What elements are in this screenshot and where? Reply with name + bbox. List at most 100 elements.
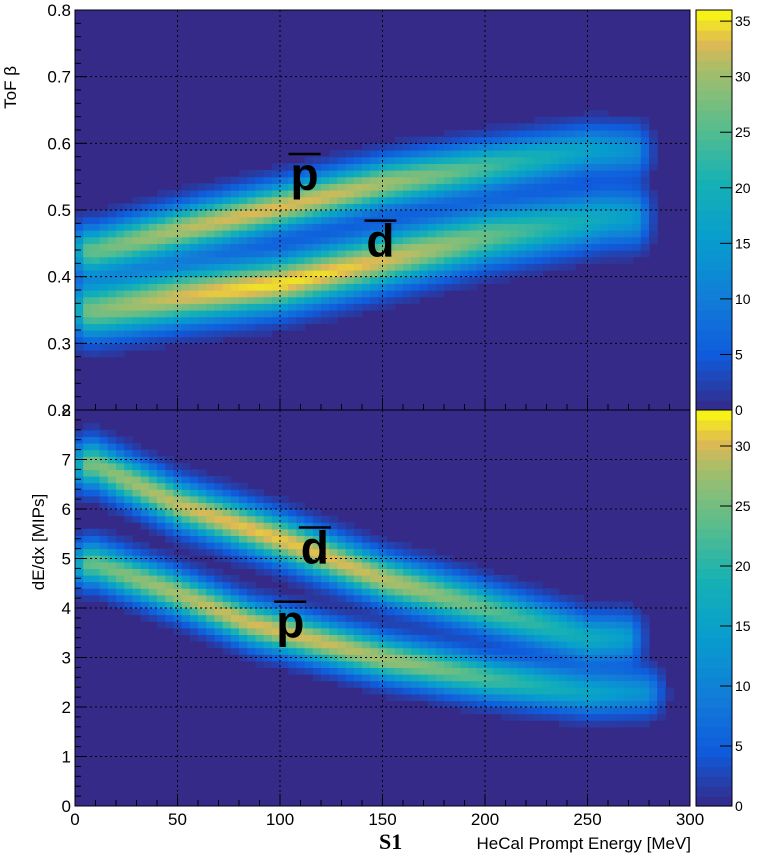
heatmap-cell	[329, 250, 338, 258]
heatmap-cell	[165, 588, 174, 596]
heatmap-cell	[370, 601, 379, 609]
heatmap-cell	[575, 707, 584, 715]
heatmap-cell	[550, 210, 560, 218]
heatmap-cell	[263, 594, 273, 602]
heatmap-cell	[460, 283, 470, 291]
heatmap-cell	[386, 210, 396, 218]
heatmap-cell	[116, 535, 125, 543]
heatmap-cell	[501, 707, 511, 715]
heatmap-cell	[444, 581, 453, 589]
heatmap-cell	[452, 693, 461, 701]
heatmap-cell	[140, 216, 150, 224]
heatmap-cell	[280, 548, 289, 556]
heatmap-cell	[394, 614, 404, 622]
heatmap-cell	[649, 196, 658, 204]
heatmap-cell	[345, 210, 355, 218]
heatmap-cell	[517, 693, 527, 701]
heatmap-cell	[624, 203, 634, 211]
heatmap-cell	[329, 660, 338, 668]
colorbar-segment	[696, 310, 732, 321]
heatmap-cell	[312, 256, 322, 264]
heatmap-cell	[222, 183, 232, 191]
heatmap-cell	[75, 296, 84, 304]
heatmap-cell	[542, 680, 552, 688]
heatmap-cell	[370, 614, 379, 622]
heatmap-cell	[206, 627, 215, 635]
heatmap-cell	[435, 270, 445, 278]
heatmap-cell	[501, 176, 511, 184]
heatmap-cell	[575, 163, 584, 171]
heatmap-cell	[312, 223, 322, 231]
heatmap-cell	[148, 276, 158, 284]
heatmap-cell	[452, 263, 461, 271]
heatmap-cell	[501, 601, 511, 609]
heatmap-cell	[608, 190, 617, 198]
heatmap-cell	[288, 210, 297, 218]
x-tick-label: 300	[676, 810, 704, 829]
heatmap-cell	[230, 542, 240, 550]
heatmap-cell	[362, 588, 371, 596]
heatmap-cell	[91, 429, 101, 437]
heatmap-cell	[542, 713, 552, 721]
heatmap-cell	[419, 608, 429, 616]
heatmap-cell	[288, 276, 297, 284]
heatmap-cell	[575, 170, 584, 178]
heatmap-cell	[567, 183, 576, 191]
heatmap-cell	[263, 509, 273, 517]
heatmap-cell	[83, 561, 92, 569]
heatmap-cell	[337, 183, 347, 191]
colorbar-segment	[696, 410, 732, 421]
heatmap-cell	[198, 270, 207, 278]
heatmap-cell	[476, 156, 486, 164]
heatmap-cell	[509, 143, 519, 151]
heatmap-cell	[181, 462, 191, 470]
heatmap-cell	[485, 627, 494, 635]
heatmap-cell	[435, 627, 445, 635]
heatmap-cell	[271, 210, 281, 218]
heatmap-cell	[526, 156, 535, 164]
heatmap-cell	[230, 608, 240, 616]
heatmap-cell	[329, 316, 338, 324]
heatmap-cell	[583, 641, 593, 649]
heatmap-cell	[181, 310, 191, 318]
heatmap-cell	[517, 256, 527, 264]
heatmap-cell	[616, 608, 625, 616]
heatmap-cell	[116, 236, 125, 244]
heatmap-cell	[632, 156, 642, 164]
heatmap-cell	[116, 350, 125, 358]
heatmap-cell	[304, 634, 314, 642]
heatmap-cell	[124, 230, 133, 238]
heatmap-cell	[468, 223, 478, 231]
heatmap-cell	[263, 542, 273, 550]
heatmap-cell	[460, 654, 470, 662]
heatmap-cell	[468, 176, 478, 184]
y-tick-label: 0.8	[47, 1, 71, 20]
heatmap-cell	[485, 707, 494, 715]
heatmap-cell	[435, 196, 445, 204]
heatmap-cell	[148, 243, 158, 251]
heatmap-cell	[427, 693, 437, 701]
heatmap-cell	[468, 601, 478, 609]
heatmap-cell	[99, 429, 109, 437]
heatmap-cell	[132, 594, 142, 602]
heatmap-cell	[427, 163, 437, 171]
heatmap-cell	[296, 250, 306, 258]
heatmap-cell	[239, 654, 248, 662]
heatmap-cell	[452, 156, 461, 164]
heatmap-cell	[296, 183, 306, 191]
heatmap-cell	[509, 270, 519, 278]
heatmap-cell	[312, 522, 322, 530]
heatmap-cell	[509, 627, 519, 635]
heatmap-cell	[173, 250, 183, 258]
heatmap-cell	[575, 210, 584, 218]
heatmap-cell	[550, 223, 560, 231]
heatmap-cell	[632, 136, 642, 144]
heatmap-cell	[239, 210, 248, 218]
heatmap-cell	[575, 601, 584, 609]
heatmap-cell	[509, 243, 519, 251]
heatmap-cell	[640, 116, 650, 124]
heatmap-cell	[509, 163, 519, 171]
heatmap-cell	[640, 176, 650, 184]
heatmap-cell	[403, 136, 412, 144]
